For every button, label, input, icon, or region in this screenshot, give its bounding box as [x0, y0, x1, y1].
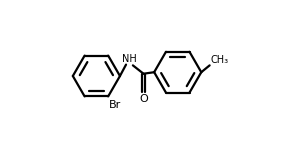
Text: Br: Br	[109, 100, 121, 110]
Text: O: O	[139, 94, 148, 104]
Text: CH₃: CH₃	[210, 55, 229, 65]
Text: NH: NH	[122, 54, 136, 64]
